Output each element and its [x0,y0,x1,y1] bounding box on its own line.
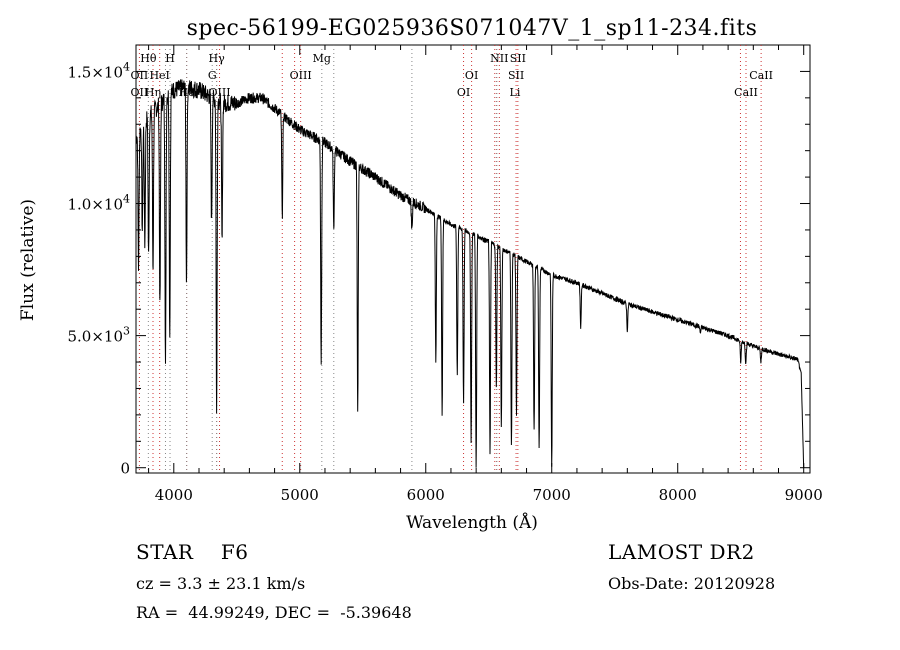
x-tick-label: 4000 [155,486,193,504]
x-axis-ticks: 4000 5000 6000 7000 8000 9000 [148,45,823,504]
y-tick-label: 0 [120,460,130,478]
line-marker-label: CaII [734,86,758,99]
line-marker-label: NII [490,52,508,65]
x-tick-label: 8000 [659,486,697,504]
line-marker-label: Hθ [140,52,157,65]
line-marker-label: Mg [313,52,331,65]
line-marker-label: H [165,52,175,65]
x-tick-label: 7000 [533,486,571,504]
line-marker-label: OI [465,69,478,82]
x-tick-label: 6000 [407,486,445,504]
x-tick-label: 9000 [785,486,823,504]
line-marker-label: OIII [290,69,312,82]
line-marker-label: OII [131,86,149,99]
obs-date: Obs-Date: 20120928 [608,574,776,593]
plot-frame [135,44,811,474]
redshift-cz: cz = 3.3 ± 23.1 km/s [136,574,306,593]
line-marker-label: Li [510,86,521,99]
spectrum-line [135,79,805,468]
line-marker-label: OI [457,86,470,99]
y-axis-label: Flux (relative) [18,199,38,321]
y-tick-label: 5.0×103 [67,325,130,346]
y-tick-label: 1.5×104 [67,60,130,81]
y-axis-ticks: 0 5.0×103 1.0×104 1.5×104 [67,60,810,478]
line-marker-label: Hγ [209,52,226,65]
line-marker-label: G [208,69,217,82]
line-marker-label: CaII [749,69,773,82]
line-marker-label: Hη [145,86,161,99]
survey-name: LAMOST DR2 [608,540,755,564]
object-class: STAR F6 [136,540,249,564]
ra-dec: RA = 44.99249, DEC = -5.39648 [136,603,412,622]
line-marker-label: OII [131,69,149,82]
x-axis-label: Wavelength (Å) [406,512,538,533]
chart-title: spec-56199-EG025936S071047V_1_sp11-234.f… [187,16,758,41]
line-marker-label: SII [508,69,524,82]
line-markers [138,45,762,473]
line-marker-label: HeI [149,69,169,82]
y-tick-label: 1.0×104 [67,193,130,214]
x-tick-label: 5000 [281,486,319,504]
line-marker-label: SII [510,52,526,65]
